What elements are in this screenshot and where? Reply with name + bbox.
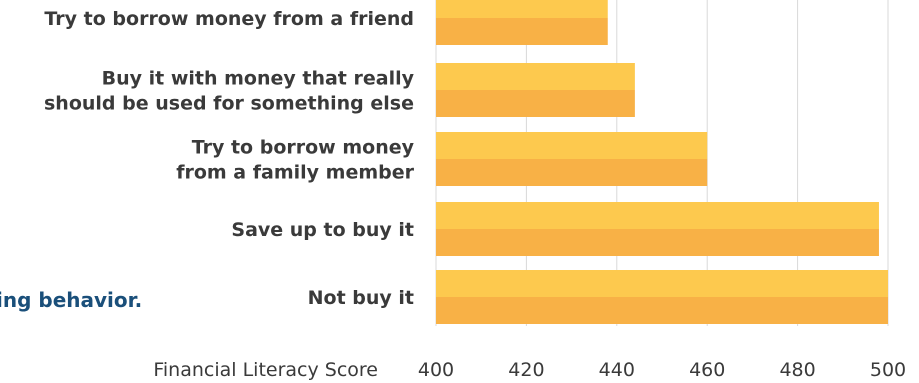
- category-label: from a family member: [176, 162, 414, 184]
- category-label: should be used for something else: [44, 93, 414, 115]
- category-labels: Try to borrow money from a friend Buy it …: [44, 8, 415, 309]
- bar-top-half: [436, 63, 635, 90]
- bar-bottom-half: [436, 159, 708, 186]
- bar: [436, 270, 888, 324]
- bar-bottom-half: [436, 229, 879, 256]
- x-tick-label: 480: [779, 359, 815, 381]
- x-tick-label: 420: [508, 359, 544, 381]
- bars: [436, 0, 888, 324]
- bar-top-half: [436, 0, 608, 18]
- category-label: Not buy it: [308, 287, 414, 309]
- x-tick-label: 400: [418, 359, 454, 381]
- x-axis-title: Financial Literacy Score: [153, 359, 378, 381]
- x-tick-label: 460: [689, 359, 725, 381]
- category-label: Buy it with money that really: [102, 68, 415, 90]
- x-tick-label: 440: [599, 359, 635, 381]
- bar-top-half: [436, 202, 879, 229]
- category-label: Try to borrow money: [192, 137, 415, 159]
- bar-bottom-half: [436, 90, 635, 117]
- bar-top-half: [436, 270, 888, 297]
- category-label: Save up to buy it: [231, 219, 414, 241]
- background-caption: ing behavior.: [0, 288, 143, 312]
- category-label: Try to borrow money from a friend: [44, 8, 414, 30]
- bar: [436, 132, 708, 186]
- bar: [436, 0, 608, 45]
- x-tick-label: 500: [870, 359, 906, 381]
- bar: [436, 202, 879, 256]
- bar-bottom-half: [436, 18, 608, 45]
- bar-top-half: [436, 132, 708, 159]
- bar-bottom-half: [436, 297, 888, 324]
- x-axis-ticks: 400 420 440 460 480 500: [418, 359, 906, 381]
- bar: [436, 63, 635, 117]
